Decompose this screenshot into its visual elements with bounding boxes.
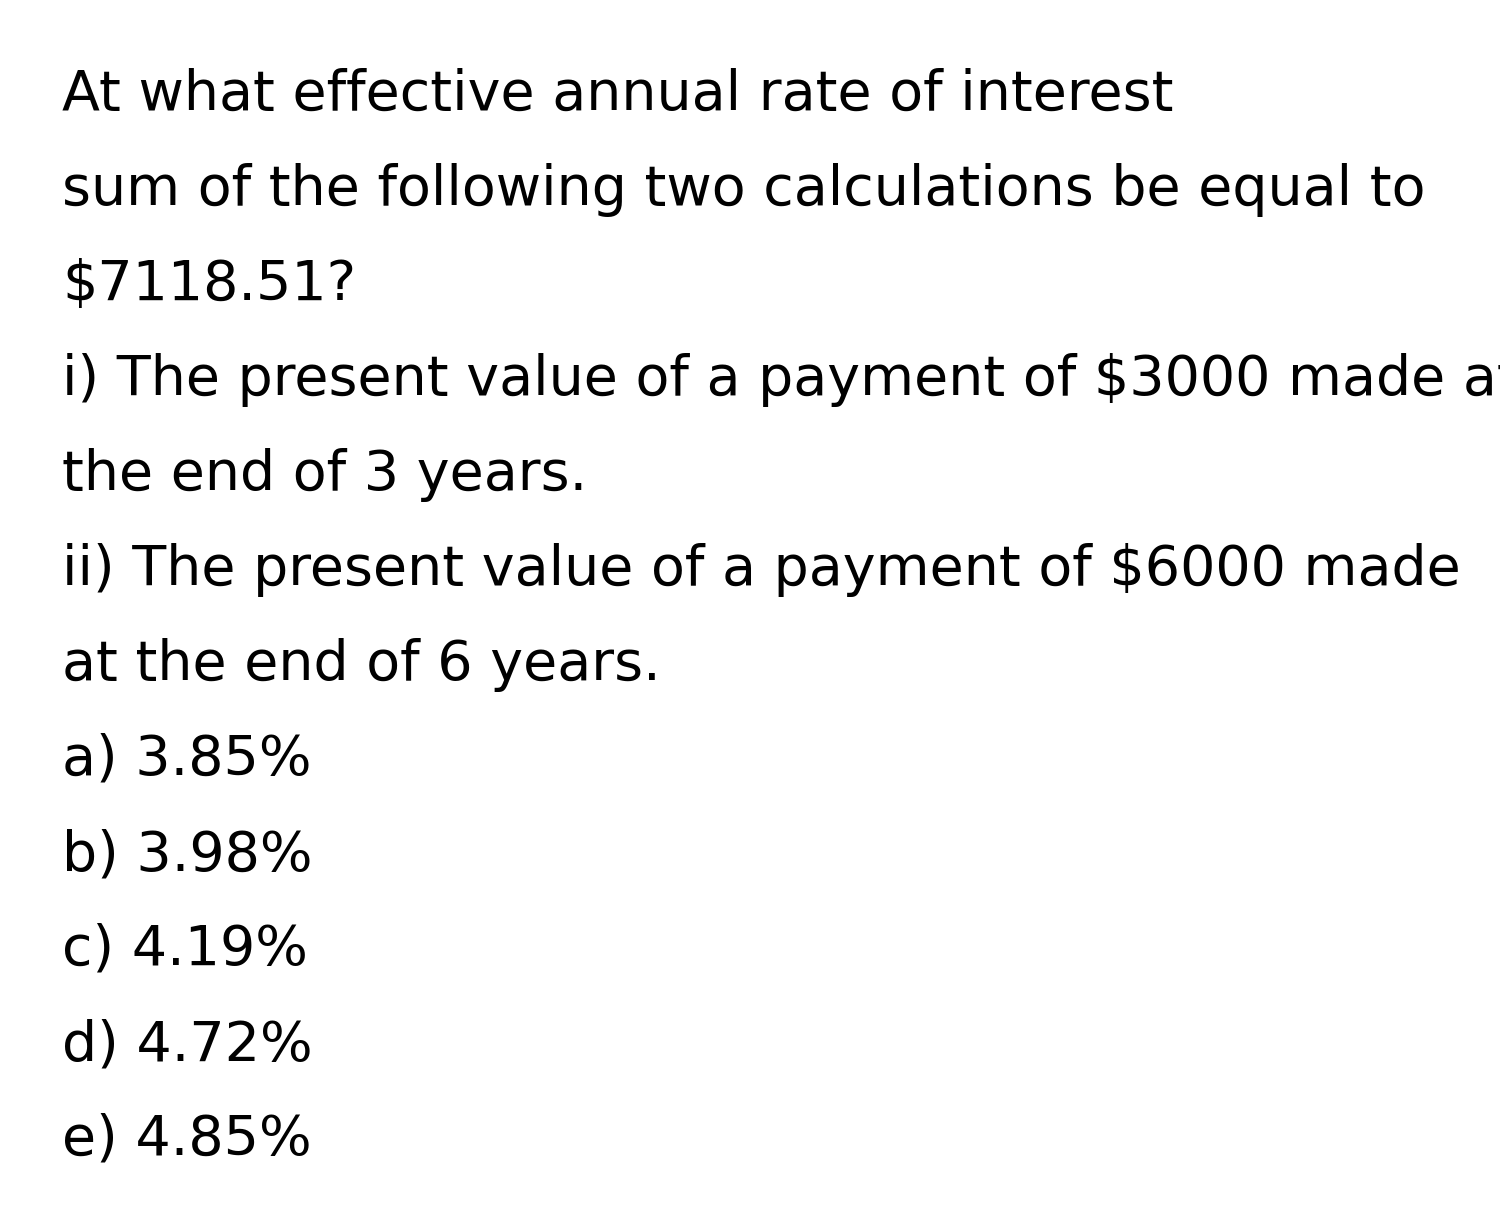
Text: d) 4.72%: d) 4.72% <box>62 1018 312 1073</box>
Text: c) 4.19%: c) 4.19% <box>62 923 308 976</box>
Text: a) 3.85%: a) 3.85% <box>62 733 312 787</box>
Text: e) 4.85%: e) 4.85% <box>62 1113 312 1167</box>
Text: the end of 3 years.: the end of 3 years. <box>62 447 588 502</box>
Text: b) 3.98%: b) 3.98% <box>62 828 312 882</box>
Text: i) The present value of a payment of $3000 made at: i) The present value of a payment of $30… <box>62 353 1500 407</box>
Text: At what effective annual rate of interest: At what effective annual rate of interes… <box>62 68 1191 122</box>
Text: $7118.51?: $7118.51? <box>62 258 355 313</box>
Text: at the end of 6 years.: at the end of 6 years. <box>62 638 660 692</box>
Text: sum of the following two calculations be equal to: sum of the following two calculations be… <box>62 163 1425 216</box>
Text: ii) The present value of a payment of $6000 made: ii) The present value of a payment of $6… <box>62 544 1461 597</box>
